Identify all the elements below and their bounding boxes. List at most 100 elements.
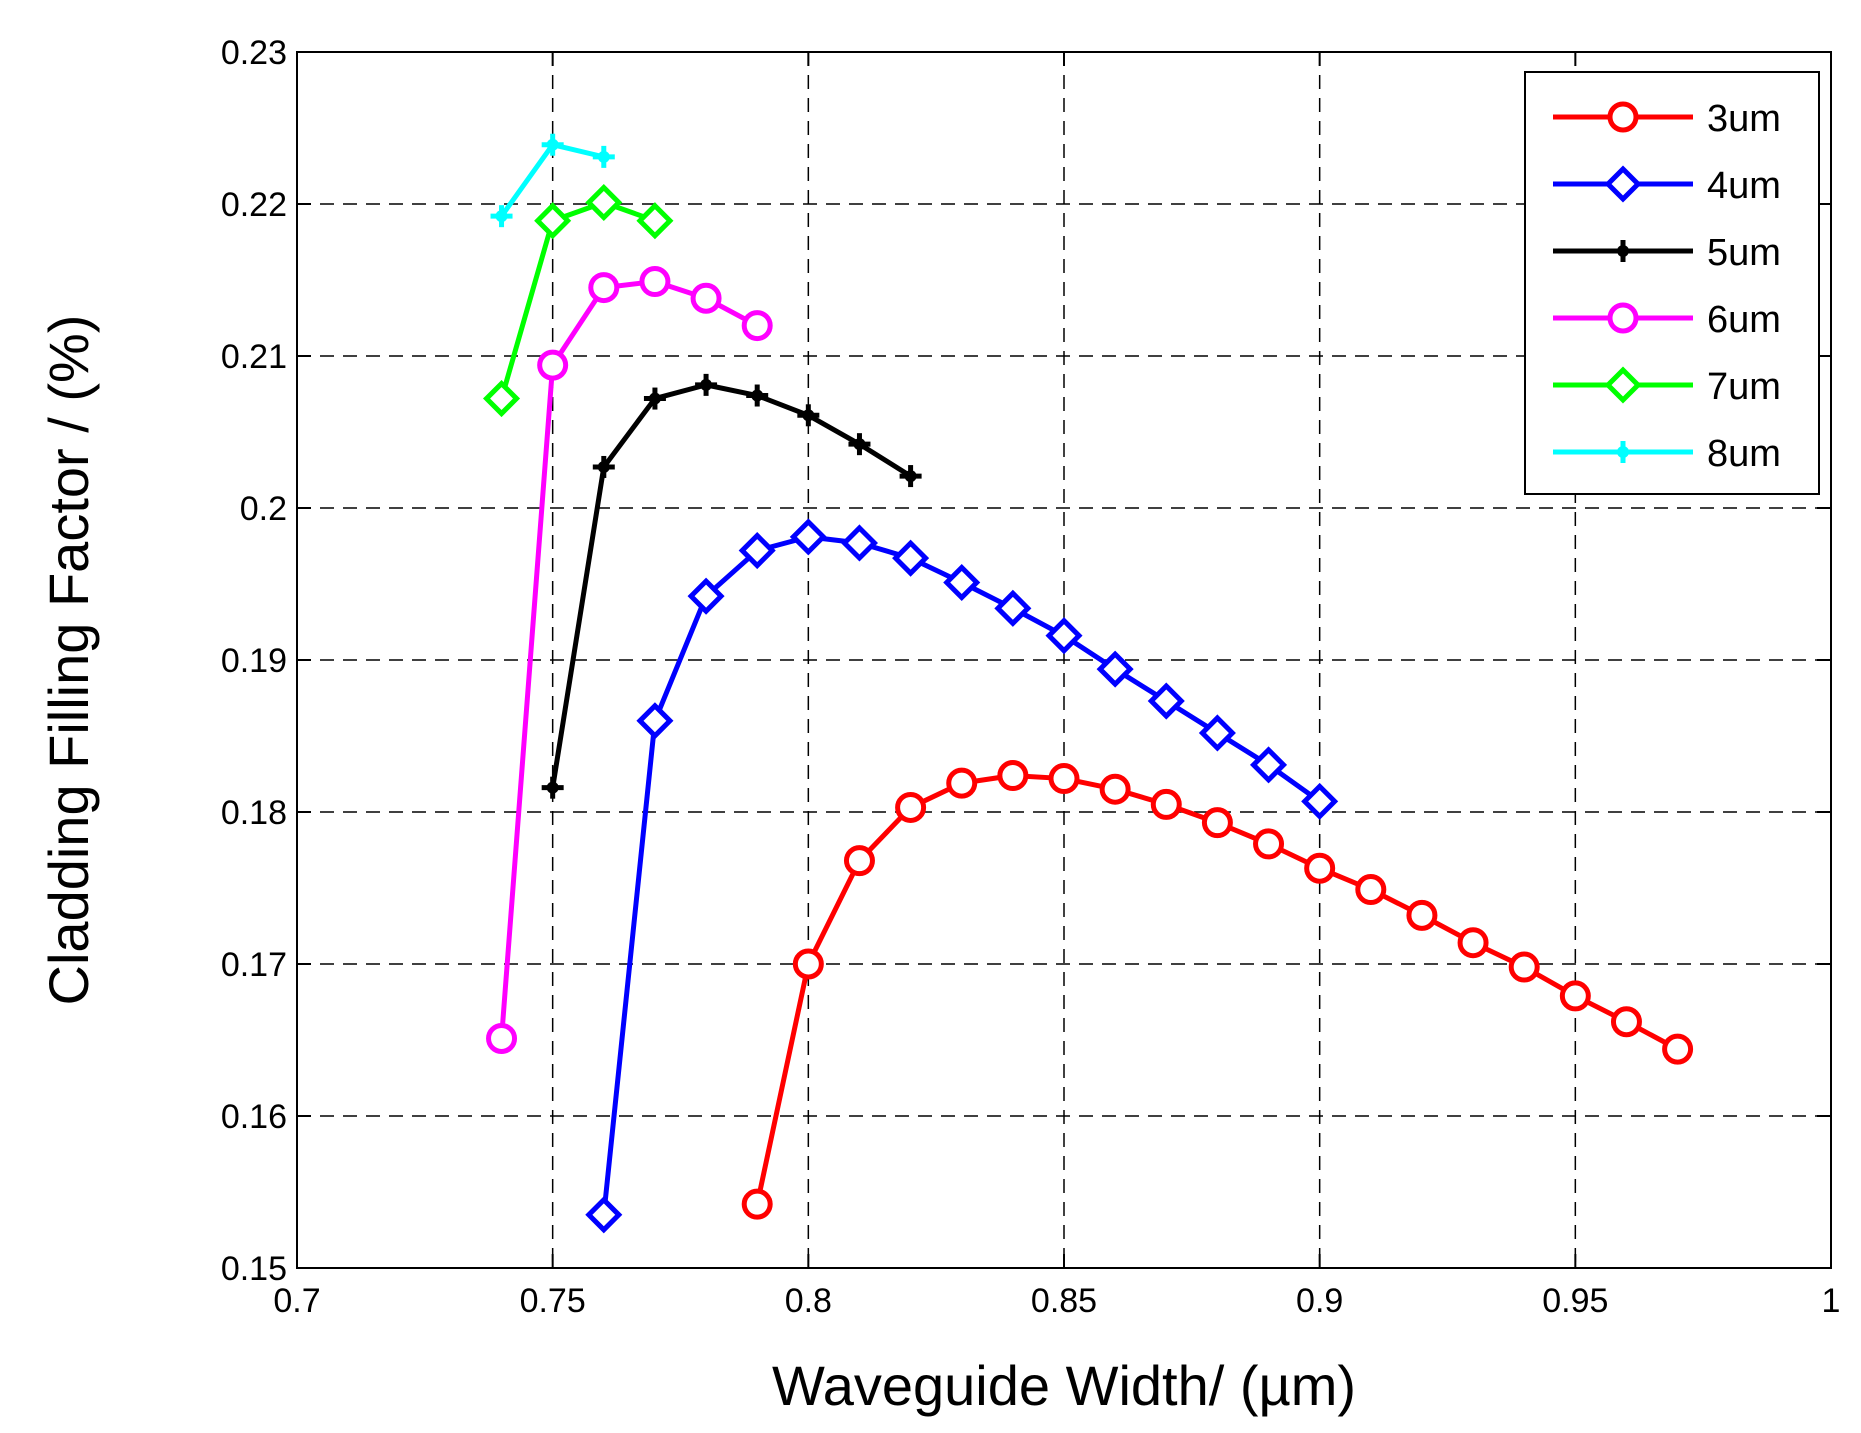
legend-item-8um: 8um [1553, 433, 1781, 475]
series-line [550, 382, 912, 789]
data-point [1457, 927, 1489, 959]
data-point [1045, 617, 1083, 655]
data-point [843, 845, 875, 877]
data-point [738, 532, 776, 570]
data-point [899, 465, 922, 488]
marker-dot [648, 392, 661, 405]
data-point [486, 1022, 518, 1054]
legend-label: 8um [1707, 433, 1781, 475]
legend-label: 4um [1707, 165, 1781, 207]
axis-ticks: 0.7 0.75 0.8 0.85 0.9 0.95 1 0.15 0.16 0.17 0.18 0.… [221, 34, 1841, 1320]
data-point [848, 433, 871, 456]
series-4um [585, 518, 1339, 1234]
data-point [1253, 828, 1285, 860]
legend-marker [1612, 240, 1634, 262]
data-point [1147, 682, 1185, 720]
legend-item-7um: 7um [1553, 366, 1781, 408]
data-point [892, 539, 930, 577]
data-point [1096, 650, 1134, 688]
marker-dot [1617, 446, 1629, 458]
y-tick-label: 0.15 [221, 1250, 287, 1288]
legend-marker [1604, 165, 1642, 203]
data-point [588, 272, 620, 304]
x-tick-label: 0.95 [1542, 1282, 1608, 1320]
data-point [534, 202, 572, 240]
y-tick-label: 0.16 [221, 1098, 287, 1136]
legend-item-6um: 6um [1553, 299, 1781, 341]
x-axis-title: Waveguide Width/ (µm) [772, 1354, 1356, 1417]
y-tick-label: 0.21 [221, 338, 287, 376]
marker-dot [546, 138, 559, 151]
marker-dot [495, 210, 508, 223]
legend-item-5um: 5um [1553, 232, 1781, 274]
data-point [643, 387, 666, 410]
marker-dot [904, 470, 917, 483]
series-8um [490, 133, 615, 228]
x-tick-label: 0.9 [1296, 1282, 1343, 1320]
y-axis-title: Cladding Filling Factor / (%) [37, 315, 100, 1006]
data-point [997, 760, 1029, 792]
data-point [792, 948, 824, 980]
data-point [1249, 746, 1288, 784]
legend-item-4um: 4um [1553, 165, 1781, 207]
y-tick-label: 0.19 [221, 642, 287, 680]
data-point [895, 791, 927, 823]
marker-dot [751, 389, 764, 402]
data-point [1662, 1033, 1694, 1065]
data-point [687, 577, 725, 615]
data-point [1198, 714, 1236, 752]
data-point [1406, 899, 1438, 931]
data-point [1048, 763, 1080, 795]
series-group [482, 133, 1694, 1234]
data-point [541, 133, 564, 156]
data-point [946, 767, 978, 799]
legend-marker [1607, 101, 1639, 133]
x-tick-label: 0.75 [520, 1282, 586, 1320]
data-point [636, 702, 674, 740]
data-point [840, 524, 879, 562]
x-tick-label: 0.85 [1031, 1282, 1097, 1320]
series-line [499, 199, 656, 400]
legend-item-3um: 3um [1553, 98, 1781, 140]
series-5um [541, 373, 922, 799]
data-point [541, 776, 564, 799]
data-point [994, 589, 1032, 627]
legend-label: 6um [1707, 299, 1781, 341]
marker-dot [700, 378, 713, 391]
data-point [636, 202, 674, 240]
legend-marker [1607, 302, 1639, 334]
marker-dot [802, 409, 815, 422]
y-tick-label: 0.23 [221, 34, 287, 72]
series-6um [486, 266, 773, 1054]
legend-marker [1604, 366, 1642, 404]
data-point [1610, 1006, 1642, 1038]
data-point [639, 266, 671, 298]
data-point [1099, 773, 1131, 805]
data-point [690, 282, 722, 314]
data-point [741, 1188, 773, 1220]
data-point [943, 563, 981, 602]
legend-label: 5um [1707, 232, 1781, 274]
legend-box [1524, 71, 1820, 495]
y-tick-label: 0.22 [221, 186, 287, 224]
marker-dot [597, 460, 610, 473]
data-point [741, 310, 773, 342]
data-point [695, 373, 718, 396]
y-tick-label: 0.2 [240, 490, 287, 528]
data-point [797, 404, 820, 427]
data-point [1559, 980, 1591, 1012]
marker-dot [546, 781, 559, 794]
data-point [592, 455, 615, 478]
legend-label: 7um [1707, 366, 1781, 408]
marker-dot [597, 150, 610, 163]
data-point [789, 518, 827, 556]
y-tick-label: 0.17 [221, 946, 287, 984]
marker-dot [853, 438, 866, 451]
data-point [585, 1196, 623, 1234]
data-point [1304, 852, 1336, 884]
data-point [1150, 788, 1182, 820]
x-tick-label: 0.8 [785, 1282, 832, 1320]
data-point [482, 380, 521, 418]
marker-dot [1617, 245, 1629, 257]
